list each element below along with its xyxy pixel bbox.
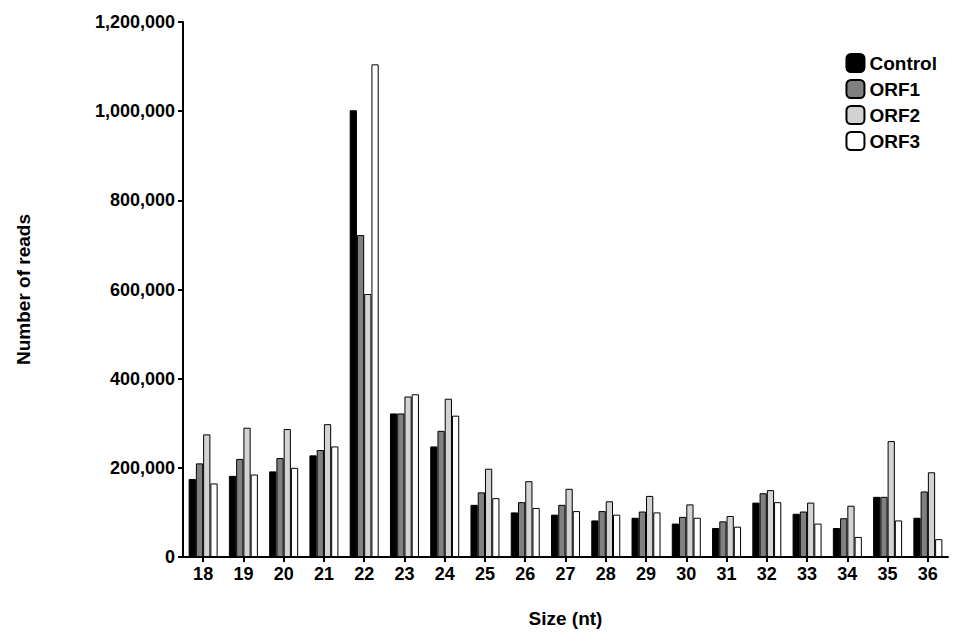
svg-text:1,200,000: 1,200,000 <box>95 12 175 32</box>
svg-text:0: 0 <box>165 547 175 567</box>
svg-text:200,000: 200,000 <box>110 458 175 478</box>
svg-text:20: 20 <box>274 564 294 584</box>
svg-text:Control: Control <box>869 53 937 74</box>
svg-text:34: 34 <box>837 564 857 584</box>
svg-text:28: 28 <box>596 564 616 584</box>
svg-text:Size (nt): Size (nt) <box>529 608 603 629</box>
svg-text:800,000: 800,000 <box>110 190 175 210</box>
svg-text:36: 36 <box>918 564 938 584</box>
svg-text:21: 21 <box>314 564 334 584</box>
svg-text:24: 24 <box>435 564 455 584</box>
svg-text:32: 32 <box>757 564 777 584</box>
svg-text:1,000,000: 1,000,000 <box>95 101 175 121</box>
svg-text:ORF1: ORF1 <box>869 79 920 100</box>
svg-text:ORF2: ORF2 <box>869 105 920 126</box>
svg-text:ORF3: ORF3 <box>869 131 920 152</box>
svg-text:19: 19 <box>233 564 253 584</box>
svg-text:600,000: 600,000 <box>110 280 175 300</box>
svg-text:23: 23 <box>394 564 414 584</box>
svg-text:30: 30 <box>676 564 696 584</box>
svg-text:29: 29 <box>636 564 656 584</box>
svg-text:400,000: 400,000 <box>110 369 175 389</box>
svg-text:18: 18 <box>193 564 213 584</box>
svg-text:26: 26 <box>515 564 535 584</box>
svg-text:35: 35 <box>878 564 898 584</box>
svg-text:33: 33 <box>797 564 817 584</box>
svg-text:25: 25 <box>475 564 495 584</box>
svg-text:Number of reads: Number of reads <box>13 214 34 365</box>
svg-text:22: 22 <box>354 564 374 584</box>
svg-text:27: 27 <box>555 564 575 584</box>
svg-text:31: 31 <box>717 564 737 584</box>
